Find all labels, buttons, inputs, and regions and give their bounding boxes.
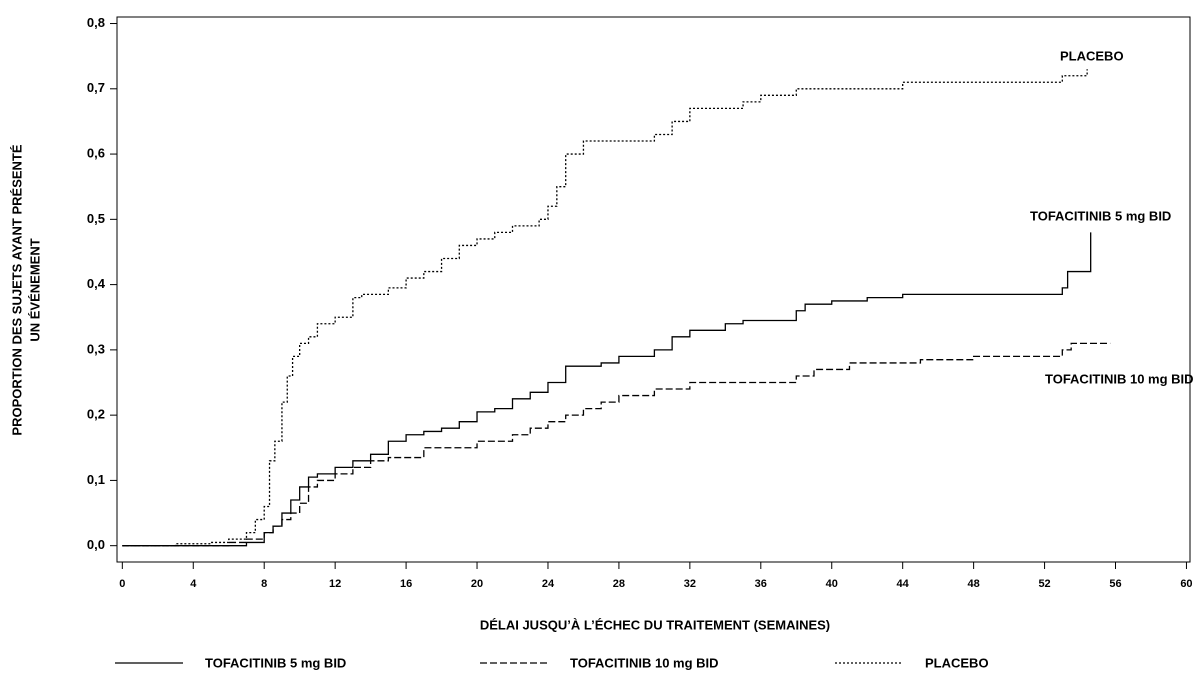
x-tick-label: 48 xyxy=(968,578,980,590)
x-tick-label: 4 xyxy=(190,578,197,590)
legend-label: TOFACITINIB 10 mg BID xyxy=(570,655,719,670)
x-tick-label: 12 xyxy=(329,578,341,590)
x-tick-label: 24 xyxy=(542,578,555,590)
x-tick-label: 36 xyxy=(755,578,767,590)
x-tick-label: 20 xyxy=(471,578,483,590)
series-annotation: PLACEBO xyxy=(1060,48,1124,63)
survival-curve xyxy=(122,342,1111,547)
x-tick-label: 16 xyxy=(400,578,412,590)
x-tick-label: 0 xyxy=(119,578,125,590)
legend-label: TOFACITINIB 5 mg BID xyxy=(205,655,346,670)
x-tick-label: 32 xyxy=(684,578,696,590)
series-annotation: TOFACITINIB 10 mg BID xyxy=(1045,371,1194,386)
x-tick-label: 56 xyxy=(1109,578,1121,590)
series-annotation: TOFACITINIB 5 mg BID xyxy=(1030,208,1171,223)
y-tick-label: 0,0 xyxy=(87,537,105,552)
y-tick-label: 0,8 xyxy=(87,15,105,30)
y-tick-label: 0,3 xyxy=(87,341,105,356)
y-tick-label: 0,6 xyxy=(87,146,105,161)
y-tick-label: 0,4 xyxy=(87,276,106,291)
x-tick-label: 8 xyxy=(261,578,267,590)
x-axis-label: DÉLAI JUSQU’À L’ÉCHEC DU TRAITEMENT (SEM… xyxy=(480,617,830,632)
x-tick-label: 28 xyxy=(613,578,625,590)
x-tick-label: 40 xyxy=(826,578,838,590)
y-axis-label: UN ÉVÉNEMENT xyxy=(27,238,42,341)
x-tick-label: 60 xyxy=(1180,578,1192,590)
survival-curve xyxy=(122,232,1092,547)
y-tick-label: 0,7 xyxy=(87,80,105,95)
plot-frame xyxy=(116,16,1191,563)
y-axis-label: PROPORTION DES SUJETS AYANT PRÉSENTÉ xyxy=(9,144,24,435)
legend-label: PLACEBO xyxy=(925,655,989,670)
x-tick-label: 44 xyxy=(897,578,910,590)
survival-curve xyxy=(122,69,1088,547)
y-tick-label: 0,1 xyxy=(87,472,105,487)
y-tick-label: 0,2 xyxy=(87,407,105,422)
x-tick-label: 52 xyxy=(1038,578,1050,590)
y-tick-label: 0,5 xyxy=(87,211,105,226)
